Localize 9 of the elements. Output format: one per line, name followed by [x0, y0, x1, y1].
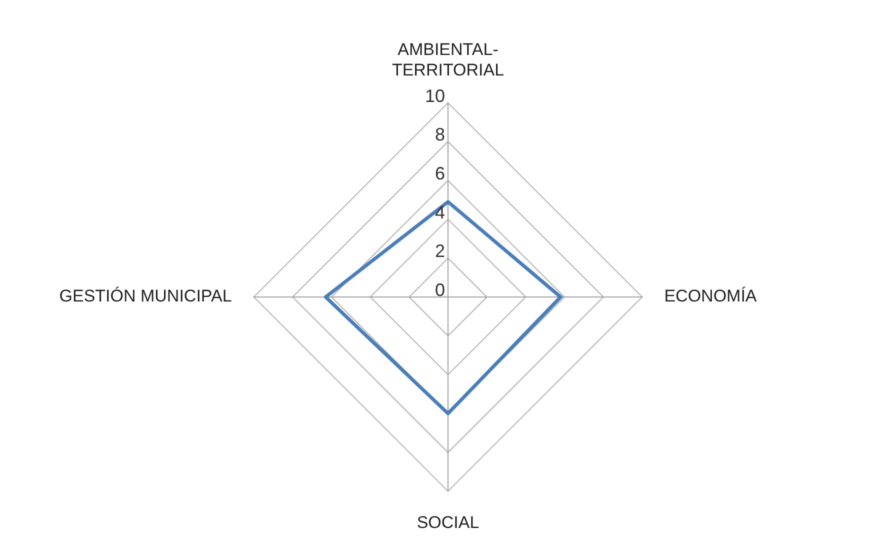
- spoke-label: AMBIENTAL-TERRITORIAL: [392, 40, 504, 80]
- y-tick-label: 0: [434, 280, 445, 300]
- spoke-label: ECONOMÍA: [664, 286, 758, 306]
- spoke-label: GESTIÓN MUNICIPAL: [59, 286, 232, 306]
- y-tick-label: 2: [434, 241, 445, 262]
- y-tick-label: 10: [424, 86, 445, 106]
- y-tick-label: 8: [434, 124, 445, 145]
- spoke-label: SOCIAL: [416, 513, 480, 532]
- y-tick-label: 6: [434, 163, 445, 184]
